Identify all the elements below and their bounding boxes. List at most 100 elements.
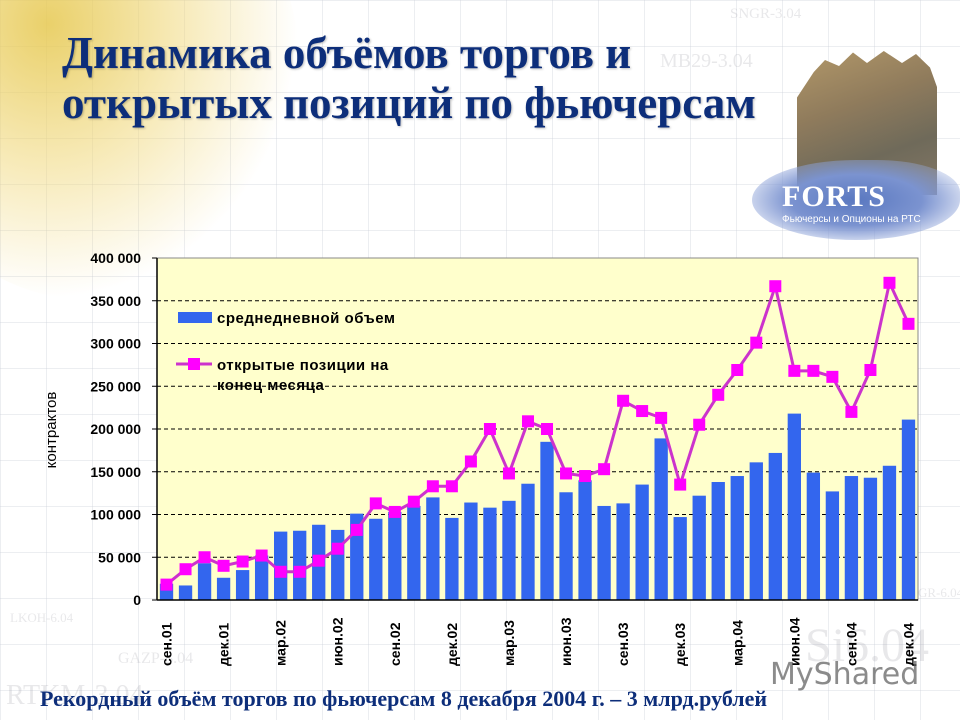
y-axis-label: контрактов bbox=[43, 392, 60, 469]
x-tick-label: сен.04 bbox=[843, 622, 859, 666]
watermark-lkoh: LKOH-6.04 bbox=[10, 610, 74, 625]
marker-дек.01 bbox=[217, 559, 230, 572]
marker-июн.04 bbox=[788, 364, 801, 377]
marker-авг.04 bbox=[826, 370, 839, 383]
marker-дек.03 bbox=[674, 478, 687, 491]
bar-июн.02 bbox=[331, 529, 345, 600]
bar-окт.02 bbox=[407, 505, 421, 600]
marker-мар.02 bbox=[274, 565, 287, 578]
y-tick-label: 0 bbox=[133, 592, 141, 608]
marker-фев.02 bbox=[255, 549, 268, 562]
bar-апр.02 bbox=[293, 530, 307, 600]
footer-note: Рекордный объём торгов по фьючерсам 8 де… bbox=[40, 686, 768, 711]
marker-июн.03 bbox=[560, 467, 573, 480]
bar-авг.02 bbox=[369, 518, 383, 600]
x-tick-label: дек.02 bbox=[444, 623, 460, 666]
marker-ноя.02 bbox=[426, 480, 439, 493]
bar-янв.04 bbox=[692, 495, 706, 600]
marker-янв.04 bbox=[693, 418, 706, 431]
bar-мар.04 bbox=[730, 476, 744, 600]
bar-дек.04 bbox=[901, 419, 916, 600]
forts-logo: FORTS Фьючерсы и Опционы на РТС bbox=[752, 40, 960, 240]
marker-июл.04 bbox=[807, 364, 820, 377]
marker-июл.02 bbox=[350, 523, 363, 536]
watermark-si: Si6.04 bbox=[805, 619, 930, 672]
x-tick-label: дек.01 bbox=[216, 623, 232, 666]
marker-авг.02 bbox=[369, 497, 382, 510]
marker-сен.02 bbox=[388, 505, 401, 518]
marker-окт.01 bbox=[179, 563, 192, 576]
x-tick-label: июн.04 bbox=[786, 617, 802, 666]
marker-окт.03 bbox=[636, 405, 649, 418]
bar-фев.03 bbox=[483, 507, 497, 600]
marker-фев.03 bbox=[483, 423, 496, 435]
x-tick-label: дек.04 bbox=[900, 623, 916, 666]
watermark-gazp: GAZP-3.04 bbox=[118, 650, 194, 667]
bar-июн.04 bbox=[787, 413, 801, 600]
bar-мар.03 bbox=[502, 500, 516, 600]
y-tick-label: 100 000 bbox=[90, 507, 141, 523]
bar-ноя.01 bbox=[197, 563, 212, 600]
marker-янв.03 bbox=[464, 455, 477, 468]
bar-ноя.02 bbox=[426, 497, 440, 600]
legend-marker-swatch bbox=[188, 358, 200, 370]
marker-фев.04 bbox=[712, 388, 725, 401]
x-tick-label: сен.01 bbox=[159, 622, 175, 666]
bar-сен.02 bbox=[388, 511, 402, 600]
bar-апр.04 bbox=[749, 462, 763, 600]
bar-май.03 bbox=[540, 441, 554, 600]
bar-дек.01 bbox=[216, 577, 231, 600]
marker-май.04 bbox=[769, 280, 782, 293]
bar-авг.03 bbox=[597, 505, 611, 600]
title-line-2: открытых позиций по фьючерсам bbox=[62, 78, 756, 128]
marker-ноя.03 bbox=[655, 411, 668, 424]
bar-сен.04 bbox=[844, 476, 859, 600]
legend-bar-label: среднедневной объем bbox=[217, 310, 395, 327]
bar-июл.04 bbox=[806, 472, 821, 600]
marker-апр.04 bbox=[750, 336, 763, 349]
y-tick-label: 200 000 bbox=[90, 421, 141, 437]
marker-авг.03 bbox=[598, 463, 611, 476]
logo-name: FORTS bbox=[782, 180, 886, 213]
bar-июн.03 bbox=[559, 492, 573, 600]
marker-окт.04 bbox=[864, 364, 877, 377]
y-tick-label: 400 000 bbox=[90, 250, 141, 266]
marker-янв.02 bbox=[236, 555, 249, 568]
marker-апр.02 bbox=[293, 565, 306, 578]
x-tick-label: мар.02 bbox=[273, 620, 289, 666]
x-tick-label: мар.03 bbox=[501, 620, 517, 666]
logo-swoosh bbox=[752, 160, 960, 240]
watermark-gr: GR-6.04 bbox=[918, 585, 960, 600]
bar-ноя.04 bbox=[882, 465, 897, 600]
bar-янв.02 bbox=[235, 570, 250, 600]
x-tick-label: дек.03 bbox=[672, 623, 688, 666]
bar-дек.02 bbox=[445, 517, 459, 600]
bar-окт.01 bbox=[178, 585, 193, 600]
marker-дек.04 bbox=[902, 317, 915, 330]
x-tick-label: сен.03 bbox=[615, 622, 631, 666]
x-tick-label: сен.02 bbox=[387, 622, 403, 666]
marker-апр.03 bbox=[521, 415, 534, 428]
legend-line-label-1: открытые позиции на bbox=[217, 357, 389, 374]
bar-апр.03 bbox=[521, 483, 535, 600]
y-tick-label: 250 000 bbox=[90, 378, 141, 394]
marker-май.03 bbox=[541, 423, 554, 435]
marker-мар.04 bbox=[731, 364, 744, 377]
marker-ноя.01 bbox=[198, 551, 211, 564]
bar-июл.03 bbox=[578, 480, 592, 600]
marker-ноя.04 bbox=[883, 276, 896, 289]
bar-ноя.03 bbox=[654, 438, 668, 600]
bar-окт.04 bbox=[863, 477, 878, 600]
bar-фев.02 bbox=[254, 555, 269, 600]
y-tick-label: 350 000 bbox=[90, 293, 141, 309]
logo-tagline: Фьючерсы и Опционы на РТС bbox=[782, 214, 921, 225]
x-tick-label: июн.02 bbox=[330, 617, 346, 666]
watermark-mb29: MB29-3.04 bbox=[660, 50, 753, 72]
marker-июл.03 bbox=[579, 470, 592, 483]
watermark-sngr: SNGR-3.04 bbox=[730, 6, 802, 22]
site-watermark: MyShared bbox=[770, 657, 920, 692]
bar-май.04 bbox=[768, 452, 782, 600]
watermark-rtkm: RTKM-3.04 bbox=[6, 680, 144, 711]
y-tick-label: 50 000 bbox=[98, 549, 141, 565]
